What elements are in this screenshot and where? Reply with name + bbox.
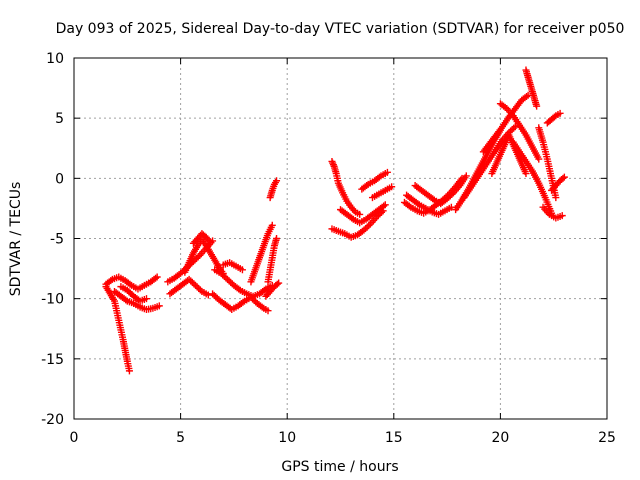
data-point [273,177,281,185]
data-point [196,286,204,294]
data-point [365,222,373,230]
x-tick-label: 25 [598,430,616,446]
data-point [273,235,281,242]
data-point [405,202,413,210]
y-tick-label: 10 [46,51,64,67]
data-point [152,274,160,282]
data-point [122,296,130,304]
data-point [155,302,163,310]
data-point [194,253,202,261]
data-point [535,155,543,163]
data-points [102,66,568,375]
data-point [142,295,150,303]
data-point [206,238,214,246]
y-tick-label: -20 [41,412,64,428]
data-point [381,201,389,209]
data-point [429,195,437,203]
data-point [550,113,558,121]
y-tick-label: 5 [55,111,64,127]
data-point [558,212,566,220]
data-point [258,303,266,311]
data-point [383,168,391,176]
data-point [264,307,272,315]
x-tick-label: 20 [491,430,509,446]
x-tick-label: 0 [70,430,79,446]
x-axis-label: GPS time / hours [281,459,398,475]
x-tick-label: 5 [176,430,185,446]
y-tick-label: -10 [41,292,64,308]
data-point [388,183,396,191]
y-tick-label: -15 [41,352,64,368]
data-point [448,190,456,198]
data-point [107,277,115,285]
chart-title: Day 093 of 2025, Sidereal Day-to-day VTE… [56,21,625,37]
data-point [414,200,422,208]
data-point [556,109,564,117]
data-point [363,182,371,190]
data-point [275,279,283,287]
data-point [350,206,358,214]
data-point [552,194,560,202]
data-point [510,124,518,132]
data-point [273,280,281,288]
data-point [523,93,531,101]
data-point [238,266,246,274]
data-point [462,172,470,180]
data-point [522,170,530,178]
data-point [205,237,213,245]
data-point [204,291,212,299]
data-point [533,102,541,110]
data-point [329,159,337,167]
data-point [125,367,133,375]
data-point [260,286,268,294]
data-point [239,298,247,306]
data-point [268,221,276,229]
data-point [126,280,134,288]
data-point [153,273,161,281]
x-tick-label: 15 [385,430,403,446]
data-point [380,202,388,210]
axis-ticks: 0 5 10 15 20 25 -20 -15 -10 -5 0 5 10 [41,51,616,446]
data-point [559,174,567,182]
data-point [356,210,364,218]
y-axis-label: SDTVAR / TECUs [8,182,24,297]
data-point [560,173,568,181]
data-point [375,173,383,181]
data-point [235,285,243,293]
data-point [329,161,337,169]
x-tick-label: 10 [278,430,296,446]
y-tick-label: 0 [55,171,64,187]
y-tick-label: -5 [50,232,64,248]
data-point [328,157,336,165]
data-point [348,214,356,222]
